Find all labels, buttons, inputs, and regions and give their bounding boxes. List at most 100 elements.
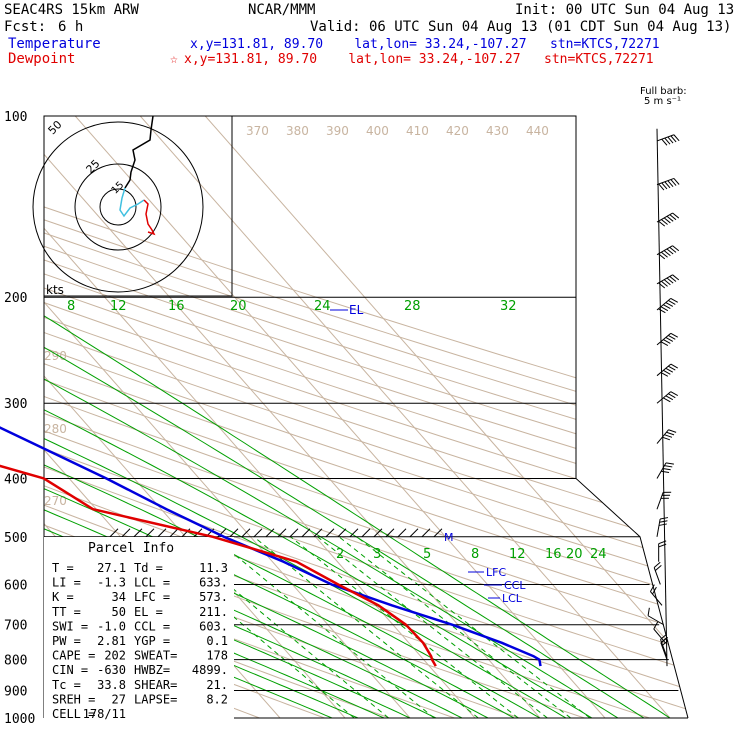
wind-barb-feather bbox=[662, 436, 671, 441]
parcel-info-cell: SWI = bbox=[52, 619, 88, 633]
wind-barb-feather bbox=[663, 279, 671, 286]
wind-barb-feather bbox=[658, 543, 667, 548]
dry-adiabat bbox=[44, 116, 688, 718]
hodograph-ring-middle bbox=[74, 163, 162, 251]
forecast-hour: 6 h bbox=[58, 19, 83, 35]
dry-adiabat bbox=[44, 116, 688, 718]
wind-barb-feather bbox=[673, 134, 680, 142]
isotherm-label: -50 bbox=[509, 67, 536, 95]
hatch-mark bbox=[109, 528, 119, 538]
wind-barb-feather bbox=[653, 621, 659, 630]
theta-left-label: 280 bbox=[44, 422, 67, 436]
parcel-info-cell: -630 bbox=[97, 663, 126, 677]
parcel-info-cell: 50 bbox=[112, 605, 126, 619]
theta-label: 380 bbox=[286, 124, 309, 138]
hatch-mark bbox=[145, 528, 155, 538]
parcel-info-cell: 603. bbox=[199, 619, 228, 633]
dry-adiabat bbox=[44, 116, 688, 718]
theta-label: 440 bbox=[526, 124, 549, 138]
wind-barb-staff bbox=[647, 615, 664, 626]
moist-adiabat bbox=[44, 221, 671, 718]
wind-barb-staff bbox=[660, 642, 668, 660]
hatch-mark bbox=[277, 528, 287, 538]
wind-barb-feather bbox=[661, 182, 668, 190]
parcel-info-cell: 211. bbox=[199, 605, 228, 619]
parcel-info-cell: 202 bbox=[104, 649, 126, 663]
wind-barb-feather bbox=[658, 308, 666, 314]
hatch-mark bbox=[157, 528, 167, 538]
mixing-ratio-line bbox=[253, 536, 479, 718]
parcel-info-cell: K = bbox=[52, 590, 74, 604]
hatch-mark bbox=[361, 528, 371, 538]
wind-barb-feather bbox=[665, 337, 674, 342]
parcel-info-cell: 34 bbox=[112, 590, 126, 604]
theta-e-label: 28 bbox=[404, 299, 421, 314]
wind-barb-feather bbox=[661, 280, 668, 287]
parcel-info-cell: 27.1 bbox=[97, 561, 126, 575]
wind-barb-feather bbox=[665, 367, 674, 373]
isotherm-label: -70 bbox=[359, 67, 386, 95]
theta-label: 400 bbox=[366, 124, 389, 138]
pressure-tick-label: 400 bbox=[4, 472, 27, 487]
barb-staff-axis bbox=[656, 128, 668, 667]
temperature-label: Temperature bbox=[8, 36, 101, 52]
isotherm bbox=[204, 116, 688, 718]
melting-level-label: M bbox=[444, 531, 454, 544]
wind-barb-feather bbox=[661, 251, 668, 258]
hatch-mark bbox=[409, 528, 419, 538]
hatch-mark bbox=[301, 528, 311, 538]
wind-barb-feather bbox=[669, 276, 677, 282]
parcel-info-cell: 33.8 bbox=[97, 678, 126, 692]
wind-barb-feather bbox=[661, 640, 669, 647]
wind-barb-feather bbox=[658, 183, 665, 191]
dry-adiabat bbox=[44, 116, 688, 718]
lfc-label: LFC bbox=[486, 566, 506, 579]
isotherm-label: 10 bbox=[609, 455, 633, 479]
wind-barb-feather bbox=[670, 179, 677, 186]
pressure-tick-label: 600 bbox=[4, 578, 27, 593]
wind-barb-feather bbox=[670, 332, 679, 338]
theta-e-label: 8 bbox=[67, 299, 75, 314]
hodograph-trace-mid bbox=[119, 187, 145, 218]
dry-adiabat bbox=[44, 116, 688, 718]
mixing-ratio-line bbox=[212, 536, 435, 718]
theta-left-label: 270 bbox=[44, 494, 67, 508]
wind-barb-feather bbox=[663, 369, 671, 375]
mixing-ratio-label: 20 bbox=[566, 547, 583, 562]
dry-adiabat bbox=[44, 116, 455, 718]
isotherm-label: 0 bbox=[589, 400, 607, 417]
theta-left-label: 290 bbox=[44, 349, 67, 363]
dry-adiabat bbox=[44, 116, 688, 718]
wind-barb-feather bbox=[664, 434, 673, 438]
wind-barb-feather bbox=[668, 365, 676, 371]
parcel-info-cell: HWBZ= bbox=[134, 663, 170, 677]
parcel-info-cell: 8.2 bbox=[206, 692, 228, 706]
theta-label: 370 bbox=[246, 124, 269, 138]
theta-e-label: 12 bbox=[110, 299, 127, 314]
wind-barb-feather bbox=[666, 277, 674, 284]
wind-barb-feather bbox=[661, 470, 670, 474]
parcel-info-cell: CIN = bbox=[52, 663, 88, 677]
wind-barb-feather bbox=[660, 517, 669, 520]
dry-adiabat bbox=[44, 116, 688, 718]
parcel-info-cell: YGP = bbox=[134, 634, 170, 648]
wind-barb-staff bbox=[656, 462, 667, 479]
wind-barb-feather bbox=[663, 339, 671, 344]
wind-barb-feather bbox=[660, 633, 667, 640]
isotherm-label: -30 bbox=[589, 147, 616, 175]
valid-time: Valid: 06 UTC Sun 04 Aug 13 (01 CDT Sun … bbox=[310, 19, 731, 35]
theta-label: 430 bbox=[486, 124, 509, 138]
wind-barb-feather bbox=[658, 282, 666, 289]
hatch-mark bbox=[349, 528, 359, 538]
wind-barb-staff bbox=[656, 134, 675, 142]
init-time: Init: 00 UTC Sun 04 Aug 13 bbox=[515, 2, 734, 18]
barb-legend-title: Full barb: bbox=[640, 86, 687, 97]
wind-barb-staff bbox=[656, 212, 673, 223]
hodograph-unit-label: kts bbox=[46, 283, 64, 297]
barb-legend-value: 5 m s⁻¹ bbox=[644, 96, 681, 107]
wind-barb-feather bbox=[663, 217, 671, 224]
temperature-profile bbox=[0, 426, 542, 667]
hatch-mark bbox=[373, 528, 383, 538]
